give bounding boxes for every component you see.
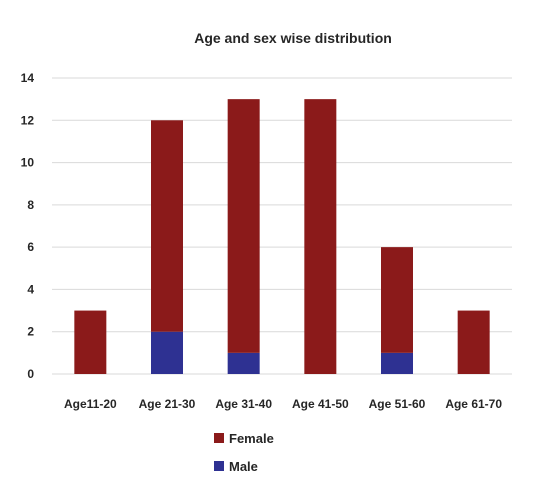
legend-label-female: Female — [229, 430, 274, 446]
legend-item-female: Female — [214, 430, 274, 446]
x-tick-label: Age11-20 — [64, 397, 117, 411]
y-tick-label: 10 — [21, 156, 35, 170]
legend-item-male: Male — [214, 458, 274, 474]
y-tick-label: 0 — [27, 367, 34, 381]
x-tick-label: Age 51-60 — [369, 397, 426, 411]
x-tick-label: Age 31-40 — [215, 397, 272, 411]
bar-male — [151, 331, 183, 374]
bar-female — [304, 99, 337, 375]
x-tick-label: Age 61-70 — [445, 397, 502, 411]
y-tick-label: 12 — [21, 113, 35, 127]
bar-female — [381, 247, 413, 353]
bar-female — [151, 120, 183, 332]
bar-male — [227, 352, 260, 374]
y-tick-label: 6 — [27, 240, 34, 254]
y-tick-label: 14 — [21, 71, 35, 85]
y-tick-label: 4 — [27, 282, 34, 296]
legend-label-male: Male — [229, 458, 258, 474]
chart-legend: Female Male — [214, 430, 274, 486]
bar-female — [227, 99, 260, 353]
chart-title: Age and sex wise distribution — [194, 30, 392, 46]
bar-female — [74, 310, 107, 374]
x-tick-label: Age 41-50 — [292, 397, 349, 411]
y-tick-label: 8 — [27, 198, 34, 212]
bar-male — [381, 352, 413, 374]
legend-swatch-male — [214, 461, 224, 471]
legend-swatch-female — [214, 433, 224, 443]
y-tick-label: 2 — [27, 325, 34, 339]
x-tick-label: Age 21-30 — [139, 397, 196, 411]
bar-female — [457, 310, 490, 374]
